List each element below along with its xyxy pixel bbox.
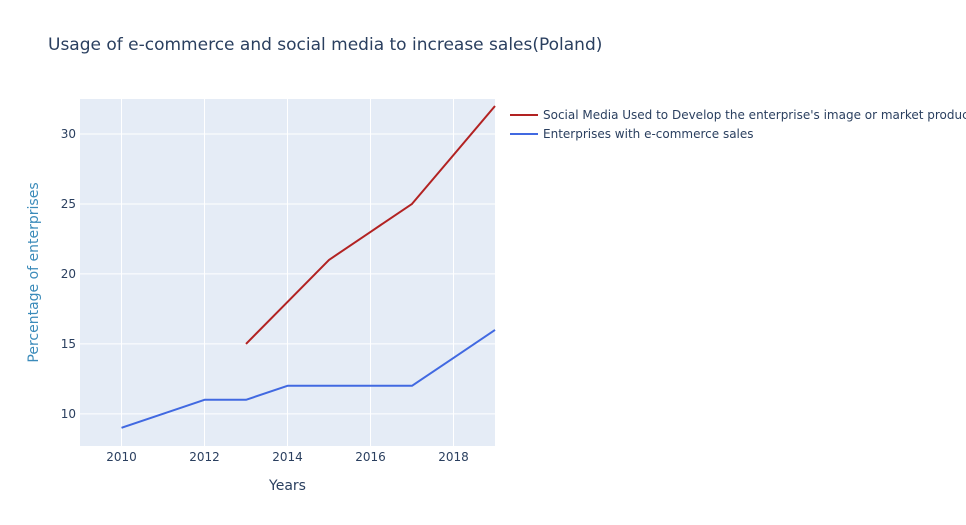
- y-tick-label: 30: [61, 127, 76, 141]
- x-tick-label: 2010: [106, 450, 137, 464]
- y-tick-label: 10: [61, 407, 76, 421]
- x-tick-label: 2014: [272, 450, 303, 464]
- series-line-1: [121, 329, 496, 429]
- legend-label-0: Social Media Used to Develop the enterpr…: [543, 108, 966, 122]
- y-tick-label: 15: [61, 337, 76, 351]
- legend: Social Media Used to Develop the enterpr…: [510, 108, 966, 141]
- y-tick-label: 20: [61, 267, 76, 281]
- legend-label-1: Enterprises with e-commerce sales: [543, 127, 754, 141]
- series-line-0: [245, 105, 496, 345]
- x-tick-label: 2012: [189, 450, 220, 464]
- axis-ticks: 2010 2012 2014 2016 2018 10 15 20 25 30: [61, 127, 469, 464]
- x-axis-title: Years: [268, 478, 306, 494]
- series-lines: [121, 105, 496, 429]
- y-axis-title: Percentage of enterprises: [26, 182, 42, 362]
- gridlines: [80, 99, 495, 446]
- x-tick-label: 2016: [355, 450, 386, 464]
- chart-title: Usage of e-commerce and social media to …: [48, 35, 602, 55]
- y-tick-label: 25: [61, 197, 76, 211]
- x-tick-label: 2018: [438, 450, 469, 464]
